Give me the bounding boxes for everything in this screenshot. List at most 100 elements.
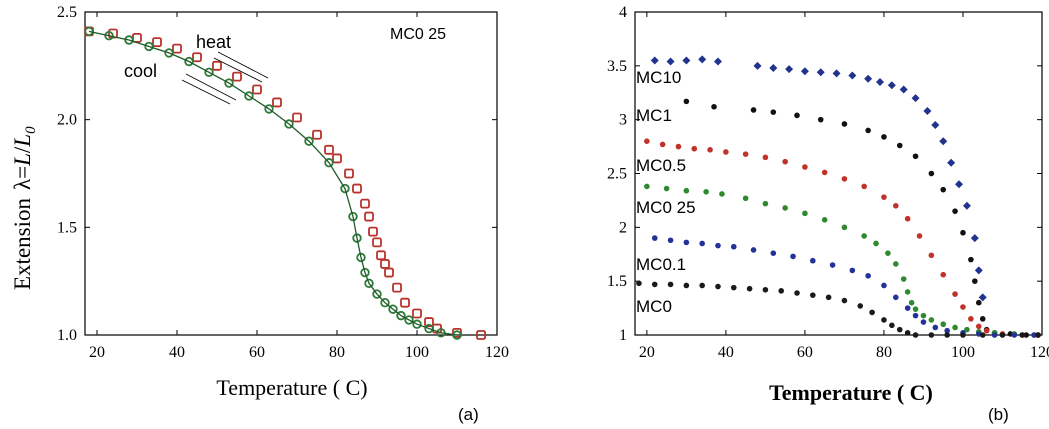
- data-point-mc1: [975, 299, 982, 306]
- data-point-mc0-1: [699, 240, 705, 247]
- data-point-cool: [372, 289, 382, 299]
- data-point-mc0-1: [715, 242, 721, 249]
- data-point-cool: [412, 319, 422, 329]
- panel-a-cool-curve: [88, 30, 458, 336]
- data-point-mc0-25: [892, 261, 899, 267]
- data-point-mc1: [912, 153, 919, 160]
- data-point-mc0-25: [644, 183, 650, 190]
- data-point-heat: [272, 97, 282, 108]
- panel-b: 20 40 60 80 100 120 1 1.5 2 2.5 3 3.5 4 MC10 MC1 MC0…: [607, 4, 1049, 424]
- data-point-cool: [164, 48, 174, 58]
- data-point-heat: [152, 37, 162, 48]
- y-tick-label: 2.5: [607, 166, 627, 183]
- panel-a-y-axis-label-slash: /: [10, 146, 35, 153]
- data-point-mc10: [970, 234, 979, 243]
- data-point-mc0-5: [841, 176, 848, 182]
- data-point-cool: [124, 35, 134, 45]
- data-point-mc10: [650, 56, 659, 65]
- panel-b-axis-ticks: [635, 11, 1043, 336]
- data-point-mc0: [960, 332, 966, 338]
- data-point-mc0-5: [707, 147, 713, 153]
- data-point-mc0-5: [861, 183, 867, 190]
- data-point-mc0-5: [975, 323, 982, 330]
- data-point-mc0: [810, 292, 816, 298]
- data-point-heat: [252, 84, 262, 95]
- data-point-mc1: [960, 229, 966, 236]
- data-point-mc10: [832, 69, 841, 78]
- panel-a-y-axis-label-subscript: 0: [23, 126, 39, 134]
- data-point-mc0-5: [952, 291, 958, 297]
- data-point-mc10: [887, 81, 896, 90]
- data-point-mc0: [667, 281, 674, 288]
- data-point-mc1: [750, 107, 757, 113]
- x-tick-label: 120: [485, 344, 509, 361]
- data-point-cool: [84, 26, 94, 37]
- data-point-mc0: [928, 332, 935, 338]
- data-point-mc10: [911, 94, 920, 103]
- data-point-mc10: [974, 266, 983, 275]
- data-point-mc0-1: [912, 312, 919, 319]
- y-tick-label: 2.5: [57, 4, 77, 21]
- y-tick-label: 4: [619, 4, 627, 21]
- data-point-mc1: [711, 103, 717, 110]
- data-point-mc10: [947, 158, 956, 167]
- x-tick-label: 60: [249, 344, 265, 361]
- x-tick-label: 80: [876, 344, 892, 361]
- data-point-heat: [476, 330, 486, 340]
- data-point-mc0: [896, 326, 903, 333]
- data-point-mc10: [899, 85, 908, 94]
- data-point-mc0-25: [920, 312, 927, 319]
- data-point-mc0-25: [908, 299, 915, 306]
- data-point-mc0: [762, 286, 769, 293]
- data-point-mc0-5: [916, 233, 923, 239]
- data-point-mc0-25: [703, 189, 709, 195]
- data-point-cool: [360, 267, 370, 278]
- data-point-mc0: [683, 282, 690, 289]
- data-point-mc0-25: [873, 240, 879, 247]
- data-point-mc0-5: [675, 143, 682, 150]
- data-point-heat: [344, 168, 354, 179]
- panel-a-annotation: MC0 25: [390, 26, 446, 43]
- data-point-mc0-1: [667, 237, 674, 244]
- data-point-mc0-1: [920, 319, 927, 325]
- data-point-mc0-5: [659, 141, 666, 148]
- data-point-mc0-1: [750, 247, 757, 253]
- panel-a-y-axis-label-l0: L: [10, 134, 35, 148]
- data-point-mc0-25: [841, 224, 848, 231]
- data-point-cool: [404, 315, 414, 325]
- data-point-mc0: [730, 284, 737, 291]
- data-point-mc1: [972, 278, 978, 284]
- data-point-mc0-1: [944, 327, 950, 334]
- data-point-mc0-1: [810, 257, 816, 264]
- panel-a-heat-label: heat: [196, 32, 231, 52]
- data-point-cool: [244, 91, 254, 101]
- y-tick-label: 1: [619, 327, 627, 344]
- x-tick-label: 120: [1030, 344, 1049, 361]
- data-point-mc0: [881, 317, 887, 323]
- x-tick-label: 100: [951, 344, 975, 361]
- data-point-mc0-25: [904, 289, 911, 295]
- panel-a-tick-labels: 20 40 60 80 100 120 1.0 1.5 2.0 2.5: [57, 4, 509, 361]
- data-point-heat: [424, 317, 434, 327]
- data-point-mc0-1: [865, 272, 871, 279]
- y-tick-label: 1.0: [57, 327, 77, 344]
- data-point-mc0-5: [644, 138, 650, 144]
- data-point-mc10: [713, 57, 722, 66]
- data-point-cool: [348, 211, 358, 222]
- data-point-mc0-1: [932, 324, 939, 331]
- data-point-mc0-5: [762, 154, 769, 161]
- y-tick-label: 2.0: [57, 112, 77, 129]
- data-point-mc1: [952, 208, 958, 214]
- data-point-mc0-5: [928, 252, 935, 259]
- data-point-mc0-25: [663, 185, 670, 192]
- legend-label-mc10: MC10: [636, 68, 681, 87]
- legend-label-mc0-25: MC0 25: [636, 198, 696, 217]
- x-tick-label: 100: [405, 344, 429, 361]
- data-point-cool: [356, 252, 366, 263]
- panel-a-y-axis-label: Extensionλ=L/L0: [10, 126, 39, 290]
- data-point-heat: [380, 259, 390, 269]
- data-point-mc0-25: [900, 276, 907, 282]
- data-point-mc0-25: [742, 195, 749, 202]
- data-point-cool: [104, 30, 114, 41]
- data-point-mc0-5: [892, 203, 899, 209]
